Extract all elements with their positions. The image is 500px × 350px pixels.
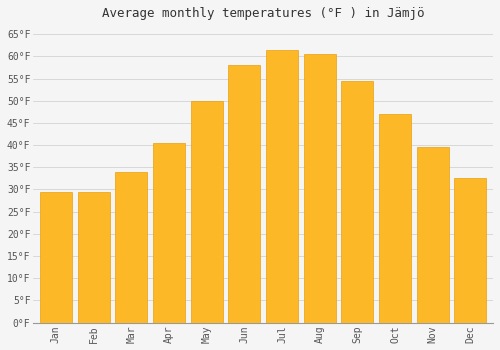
- Bar: [190, 101, 222, 323]
- Bar: [78, 192, 110, 323]
- Bar: [416, 147, 449, 323]
- Bar: [228, 65, 260, 323]
- Title: Average monthly temperatures (°F ) in Jämjö: Average monthly temperatures (°F ) in Jä…: [102, 7, 424, 20]
- Bar: [304, 54, 336, 323]
- Bar: [153, 143, 185, 323]
- Bar: [40, 192, 72, 323]
- Bar: [266, 50, 298, 323]
- Bar: [379, 114, 411, 323]
- Bar: [342, 81, 374, 323]
- Bar: [454, 178, 486, 323]
- Bar: [115, 172, 147, 323]
